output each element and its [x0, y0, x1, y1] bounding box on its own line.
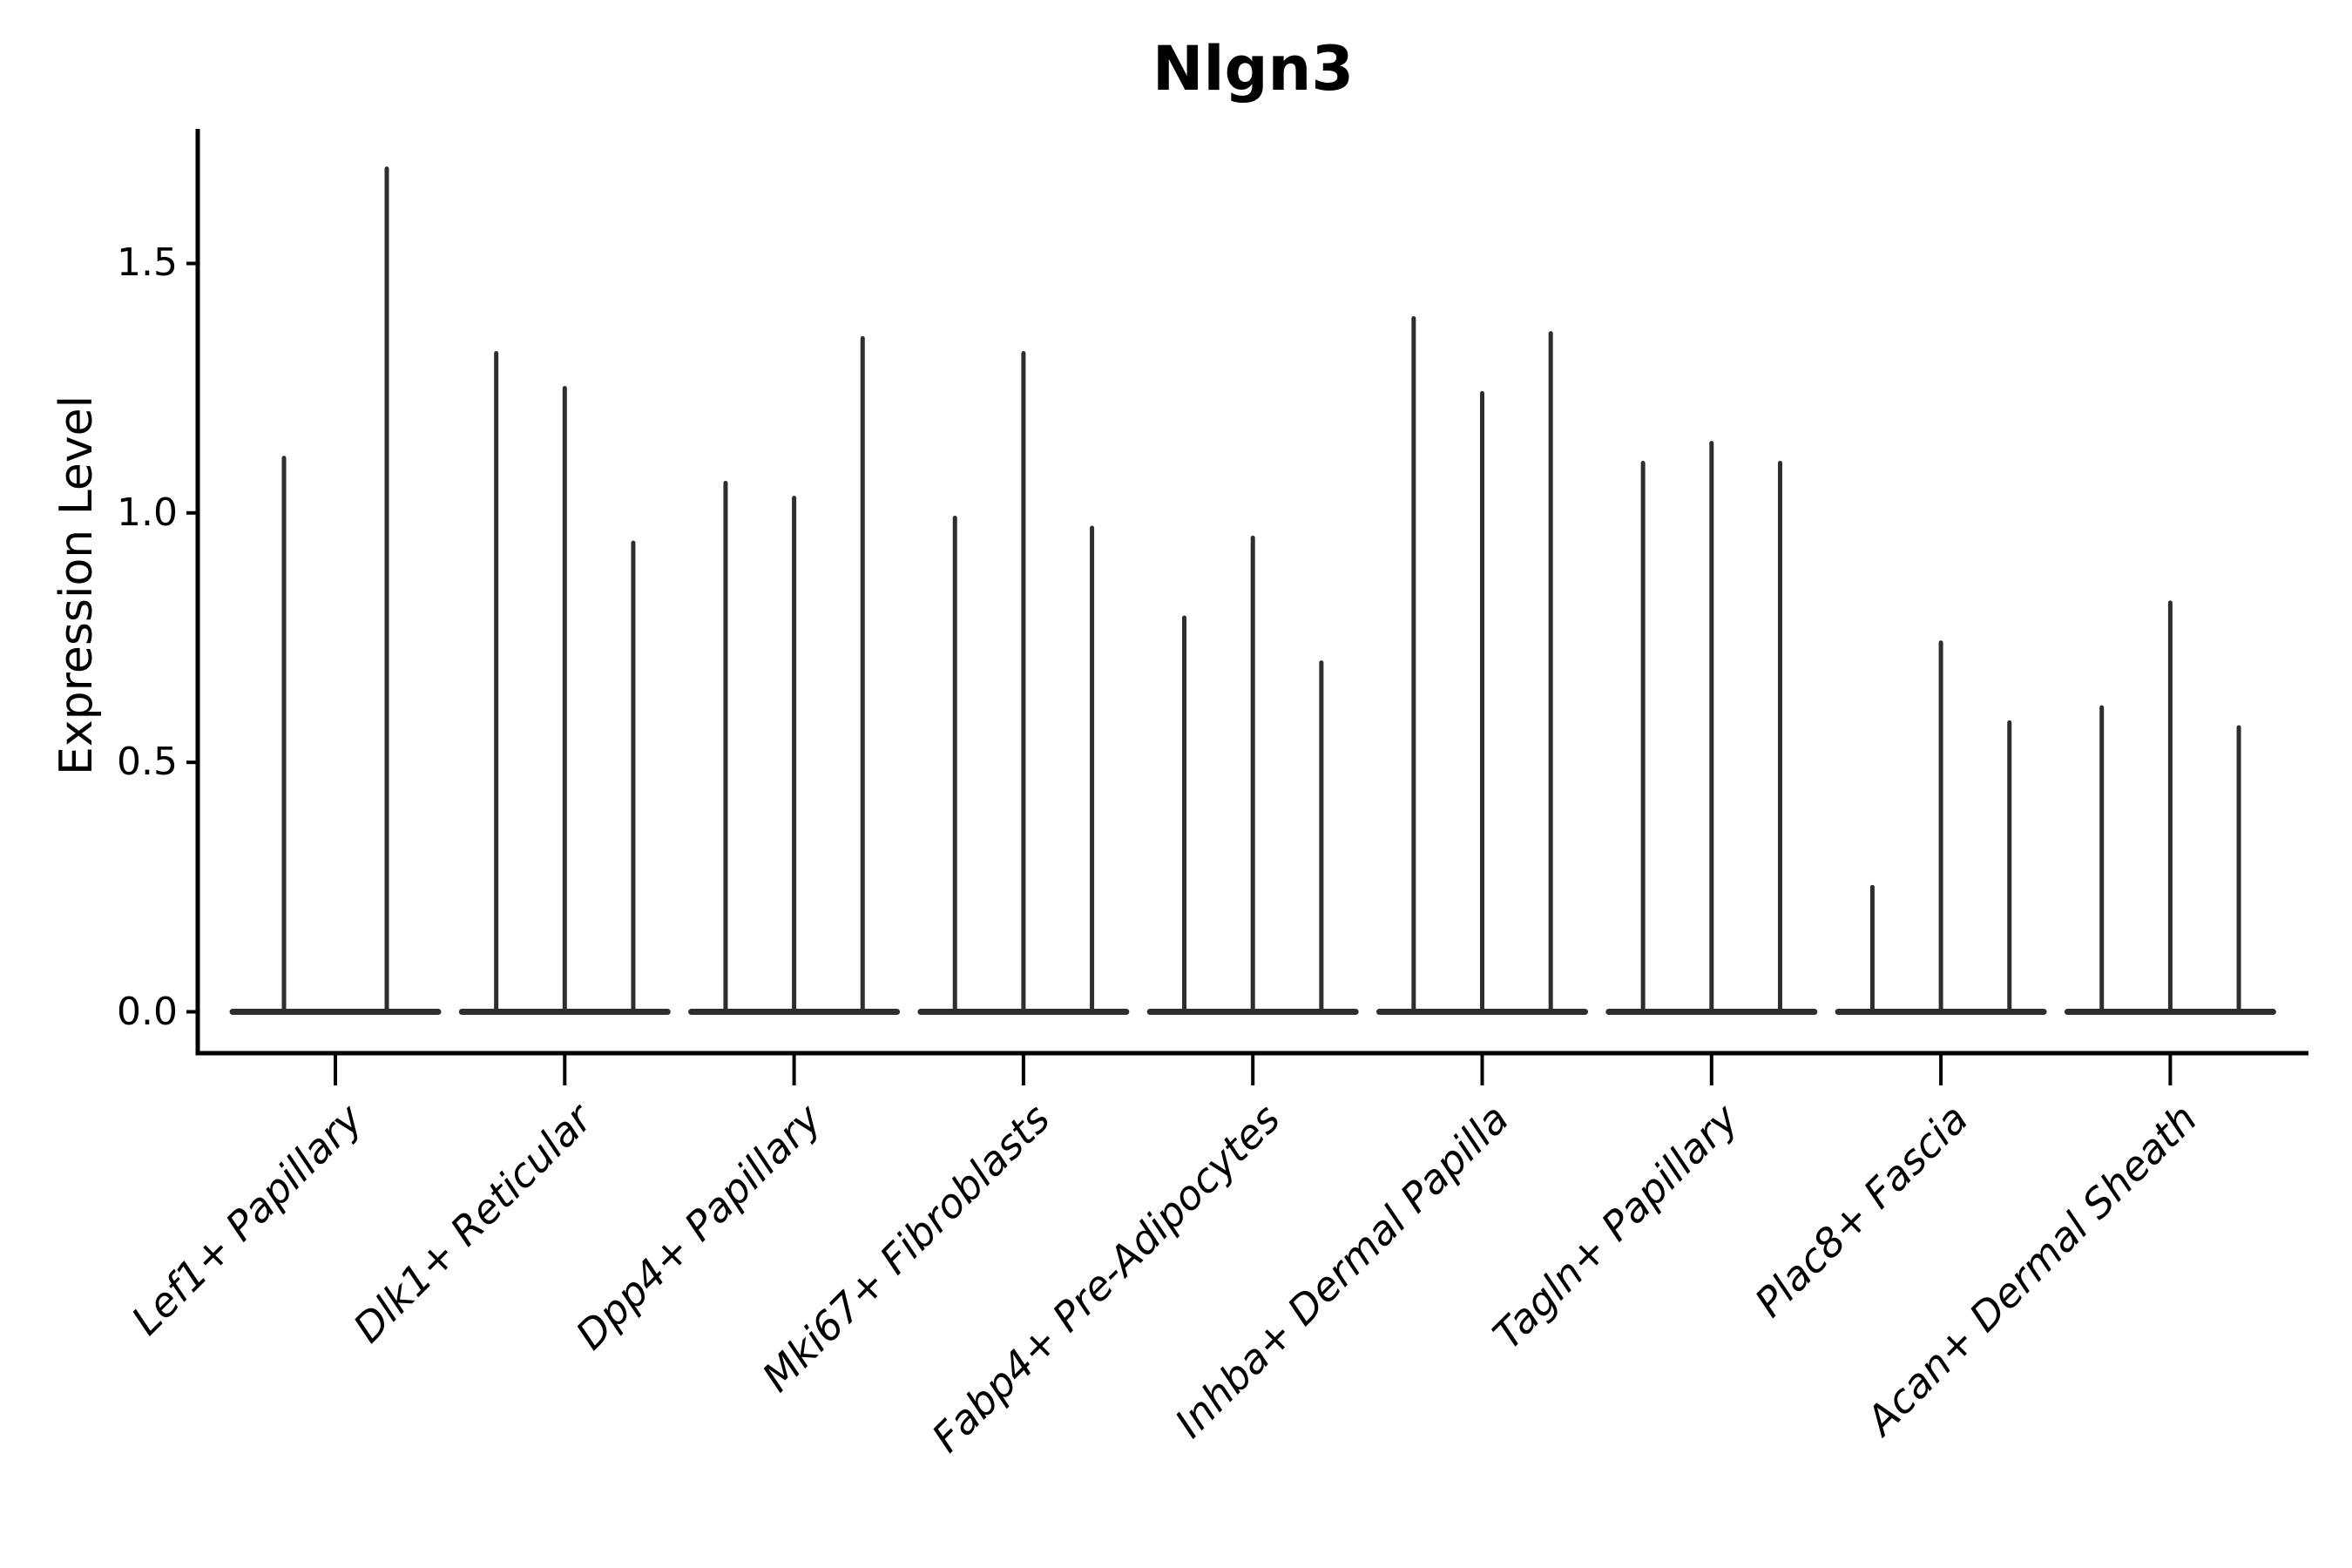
plot-title: Nlgn3 [1152, 33, 1355, 105]
y-tick-label: 0.5 [117, 740, 178, 785]
y-tick-label: 1.0 [117, 490, 178, 535]
y-axis-label: Expression Level [51, 395, 103, 776]
y-tick-label: 1.5 [117, 240, 178, 286]
y-tick-label: 0.0 [117, 989, 178, 1034]
